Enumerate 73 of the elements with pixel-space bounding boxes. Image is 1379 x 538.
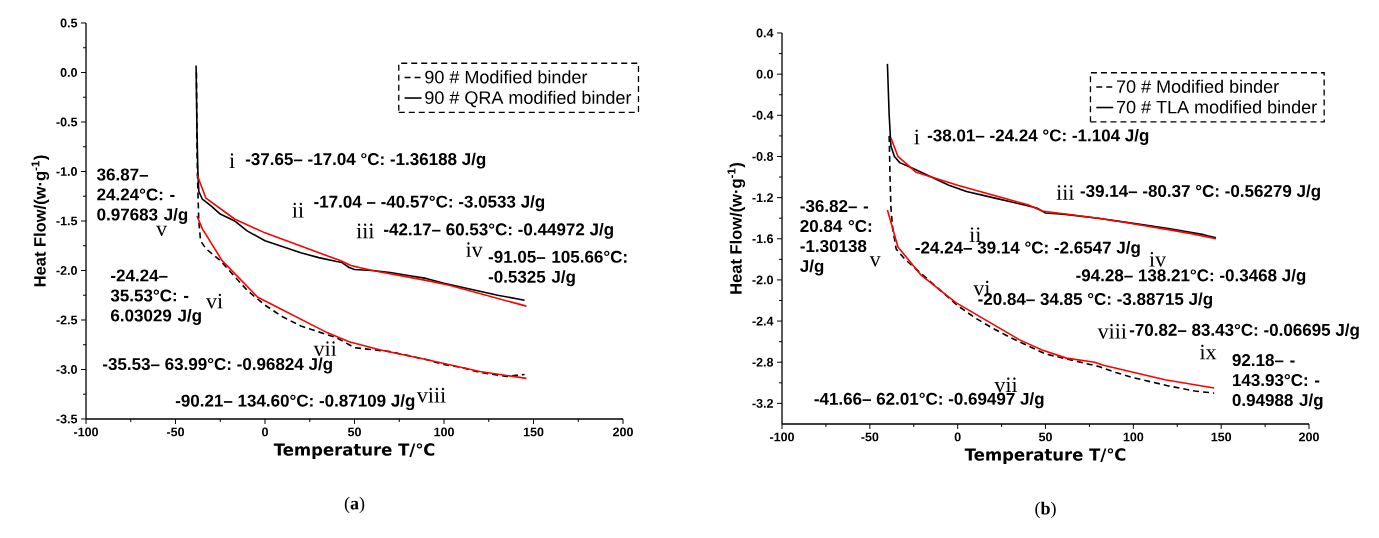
- annotation: iii: [1056, 185, 1075, 200]
- annotation: iii: [356, 223, 375, 239]
- annotation: i: [914, 129, 920, 145]
- annotation: ix: [1199, 344, 1217, 360]
- y-tick-label: -3.0: [56, 365, 77, 374]
- x-tick-label: 150: [1211, 432, 1232, 442]
- annotation: 92.18– - 143.93°C: - 0.94988 J/g: [1232, 354, 1323, 410]
- annotation: -90.21– 134.60°C: -0.87109 J/g: [175, 394, 415, 411]
- annotation: -70.82– 83.43°C: -0.06695 J/g: [1129, 323, 1359, 340]
- annotation: ii: [969, 227, 981, 242]
- y-tick-label: -3.2: [752, 398, 773, 408]
- annotation: -94.28– 138.21°C: -0.3468 J/g: [1076, 268, 1306, 285]
- annotation: vii: [313, 341, 337, 357]
- y-tick-label: -0.5: [56, 117, 78, 127]
- annotation: i: [229, 153, 235, 168]
- legend-label: 90 # QRA modified binder: [425, 90, 632, 108]
- y-tick-label: -1.6: [752, 234, 774, 244]
- legend-label: 90 # Modified binder: [425, 70, 588, 84]
- x-tick-label: 100: [1123, 432, 1144, 442]
- annotation: vii: [994, 377, 1018, 393]
- text: (b): [1035, 501, 1056, 519]
- legend-label: 70 # TLA modified binder: [1116, 100, 1317, 114]
- annotation: -24.24– 35.53°C: - 6.03029 J/g: [110, 269, 201, 325]
- text: (a): [344, 496, 365, 514]
- y-tick-label: -1.5: [56, 216, 78, 226]
- annotation: -24.24– 39.14 °C: -2.6547 J/g: [915, 241, 1140, 258]
- y-tick-label: -1.0: [56, 167, 77, 176]
- y-axis-title: Heat Flow/(w·g$^{-1}$): [31, 155, 50, 287]
- x-tick-label: 0: [262, 427, 268, 437]
- annotation: -35.53– 63.99°C: -0.96824 J/g: [103, 357, 332, 374]
- legend-label: 70 # Modified binder: [1116, 79, 1279, 93]
- y-tick-label: 0.4: [756, 28, 774, 38]
- y-tick-label: -2.0: [752, 275, 773, 285]
- y-axis-title: Heat Flow/(w·g$^{-1}$): [727, 162, 746, 294]
- x-tick-label: 150: [523, 427, 544, 437]
- annotation: ii: [292, 202, 304, 218]
- annotation: vi: [205, 293, 223, 309]
- x-tick-label: 200: [1299, 432, 1319, 442]
- y-tick-label: -2.8: [752, 357, 774, 367]
- annotation: viii: [1097, 324, 1127, 339]
- y-tick-label: -0.4: [752, 110, 774, 120]
- x-tick-label: 200: [613, 427, 633, 437]
- annotation: -39.14– -80.37 °C: -0.56279 J/g: [1080, 184, 1320, 201]
- annotation: v: [156, 225, 168, 237]
- x-tick-label: -100: [769, 432, 795, 442]
- y-tick-label: 0.5: [60, 18, 78, 28]
- annotation: -38.01– -24.24 °C: -1.104 J/g: [927, 128, 1149, 145]
- annotation: -91.05– 105.66°C: -0.5325 J/g: [488, 250, 627, 287]
- annotation: viii: [416, 387, 446, 403]
- annotation: -42.17– 60.53°C: -0.44972 J/g: [384, 222, 613, 239]
- x-axis-title: Temperature T/℃: [273, 443, 435, 459]
- x-axis-title: Temperature T/℃: [964, 448, 1126, 464]
- x-tick-label: -50: [861, 432, 879, 442]
- x-tick-label: 50: [347, 427, 361, 437]
- y-tick-label: -1.2: [752, 193, 773, 202]
- x-tick-label: 50: [1038, 432, 1052, 442]
- x-tick-label: -100: [73, 427, 99, 437]
- x-tick-label: -50: [166, 427, 185, 437]
- annotation: -37.65– -17.04 °C: -1.36188 J/g: [245, 152, 486, 169]
- y-tick-label: 0.0: [756, 69, 773, 79]
- annotation: -41.66– 62.01°C: -0.69497 J/g: [814, 392, 1044, 409]
- y-tick-label: -2.4: [752, 316, 774, 326]
- y-tick-label: -3.5: [56, 414, 78, 424]
- y-tick-label: -0.8: [752, 152, 774, 161]
- annotation: iv: [1149, 251, 1167, 267]
- y-tick-label: -2.5: [56, 315, 78, 325]
- x-tick-label: 0: [954, 432, 961, 442]
- annotation: -17.04 – -40.57°C: -3.0533 J/g: [314, 195, 545, 212]
- annotation: 36.87– 24.24°C: - 0.97683 J/g: [96, 168, 188, 224]
- annotation: iv: [466, 242, 483, 258]
- y-tick-label: 0.0: [60, 68, 77, 77]
- y-tick-label: -2.0: [56, 266, 77, 275]
- x-tick-label: 100: [434, 427, 454, 437]
